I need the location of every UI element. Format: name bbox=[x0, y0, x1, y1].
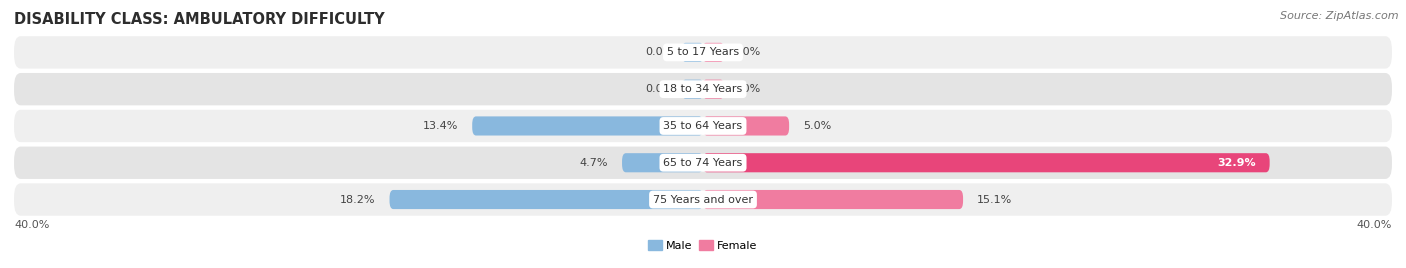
Legend: Male, Female: Male, Female bbox=[644, 236, 762, 255]
FancyBboxPatch shape bbox=[14, 147, 1392, 179]
Text: 0.0%: 0.0% bbox=[733, 84, 761, 94]
FancyBboxPatch shape bbox=[14, 73, 1392, 105]
Text: 5.0%: 5.0% bbox=[803, 121, 831, 131]
Text: 65 to 74 Years: 65 to 74 Years bbox=[664, 158, 742, 168]
Text: 4.7%: 4.7% bbox=[579, 158, 609, 168]
FancyBboxPatch shape bbox=[621, 153, 703, 172]
FancyBboxPatch shape bbox=[389, 190, 703, 209]
Text: 5 to 17 Years: 5 to 17 Years bbox=[666, 47, 740, 57]
FancyBboxPatch shape bbox=[703, 153, 1270, 172]
Text: DISABILITY CLASS: AMBULATORY DIFFICULTY: DISABILITY CLASS: AMBULATORY DIFFICULTY bbox=[14, 12, 385, 27]
Text: 18.2%: 18.2% bbox=[340, 195, 375, 204]
Text: Source: ZipAtlas.com: Source: ZipAtlas.com bbox=[1281, 11, 1399, 21]
Text: 40.0%: 40.0% bbox=[1357, 220, 1392, 230]
Text: 32.9%: 32.9% bbox=[1218, 158, 1256, 168]
Text: 0.0%: 0.0% bbox=[733, 47, 761, 57]
FancyBboxPatch shape bbox=[682, 43, 703, 62]
Text: 40.0%: 40.0% bbox=[14, 220, 49, 230]
Text: 15.1%: 15.1% bbox=[977, 195, 1012, 204]
FancyBboxPatch shape bbox=[703, 43, 724, 62]
Text: 0.0%: 0.0% bbox=[645, 84, 673, 94]
FancyBboxPatch shape bbox=[682, 80, 703, 99]
Text: 18 to 34 Years: 18 to 34 Years bbox=[664, 84, 742, 94]
FancyBboxPatch shape bbox=[14, 110, 1392, 142]
Text: 35 to 64 Years: 35 to 64 Years bbox=[664, 121, 742, 131]
Text: 13.4%: 13.4% bbox=[423, 121, 458, 131]
FancyBboxPatch shape bbox=[703, 190, 963, 209]
FancyBboxPatch shape bbox=[14, 183, 1392, 216]
FancyBboxPatch shape bbox=[703, 116, 789, 136]
FancyBboxPatch shape bbox=[703, 80, 724, 99]
FancyBboxPatch shape bbox=[14, 36, 1392, 69]
FancyBboxPatch shape bbox=[472, 116, 703, 136]
Text: 75 Years and over: 75 Years and over bbox=[652, 195, 754, 204]
Text: 0.0%: 0.0% bbox=[645, 47, 673, 57]
